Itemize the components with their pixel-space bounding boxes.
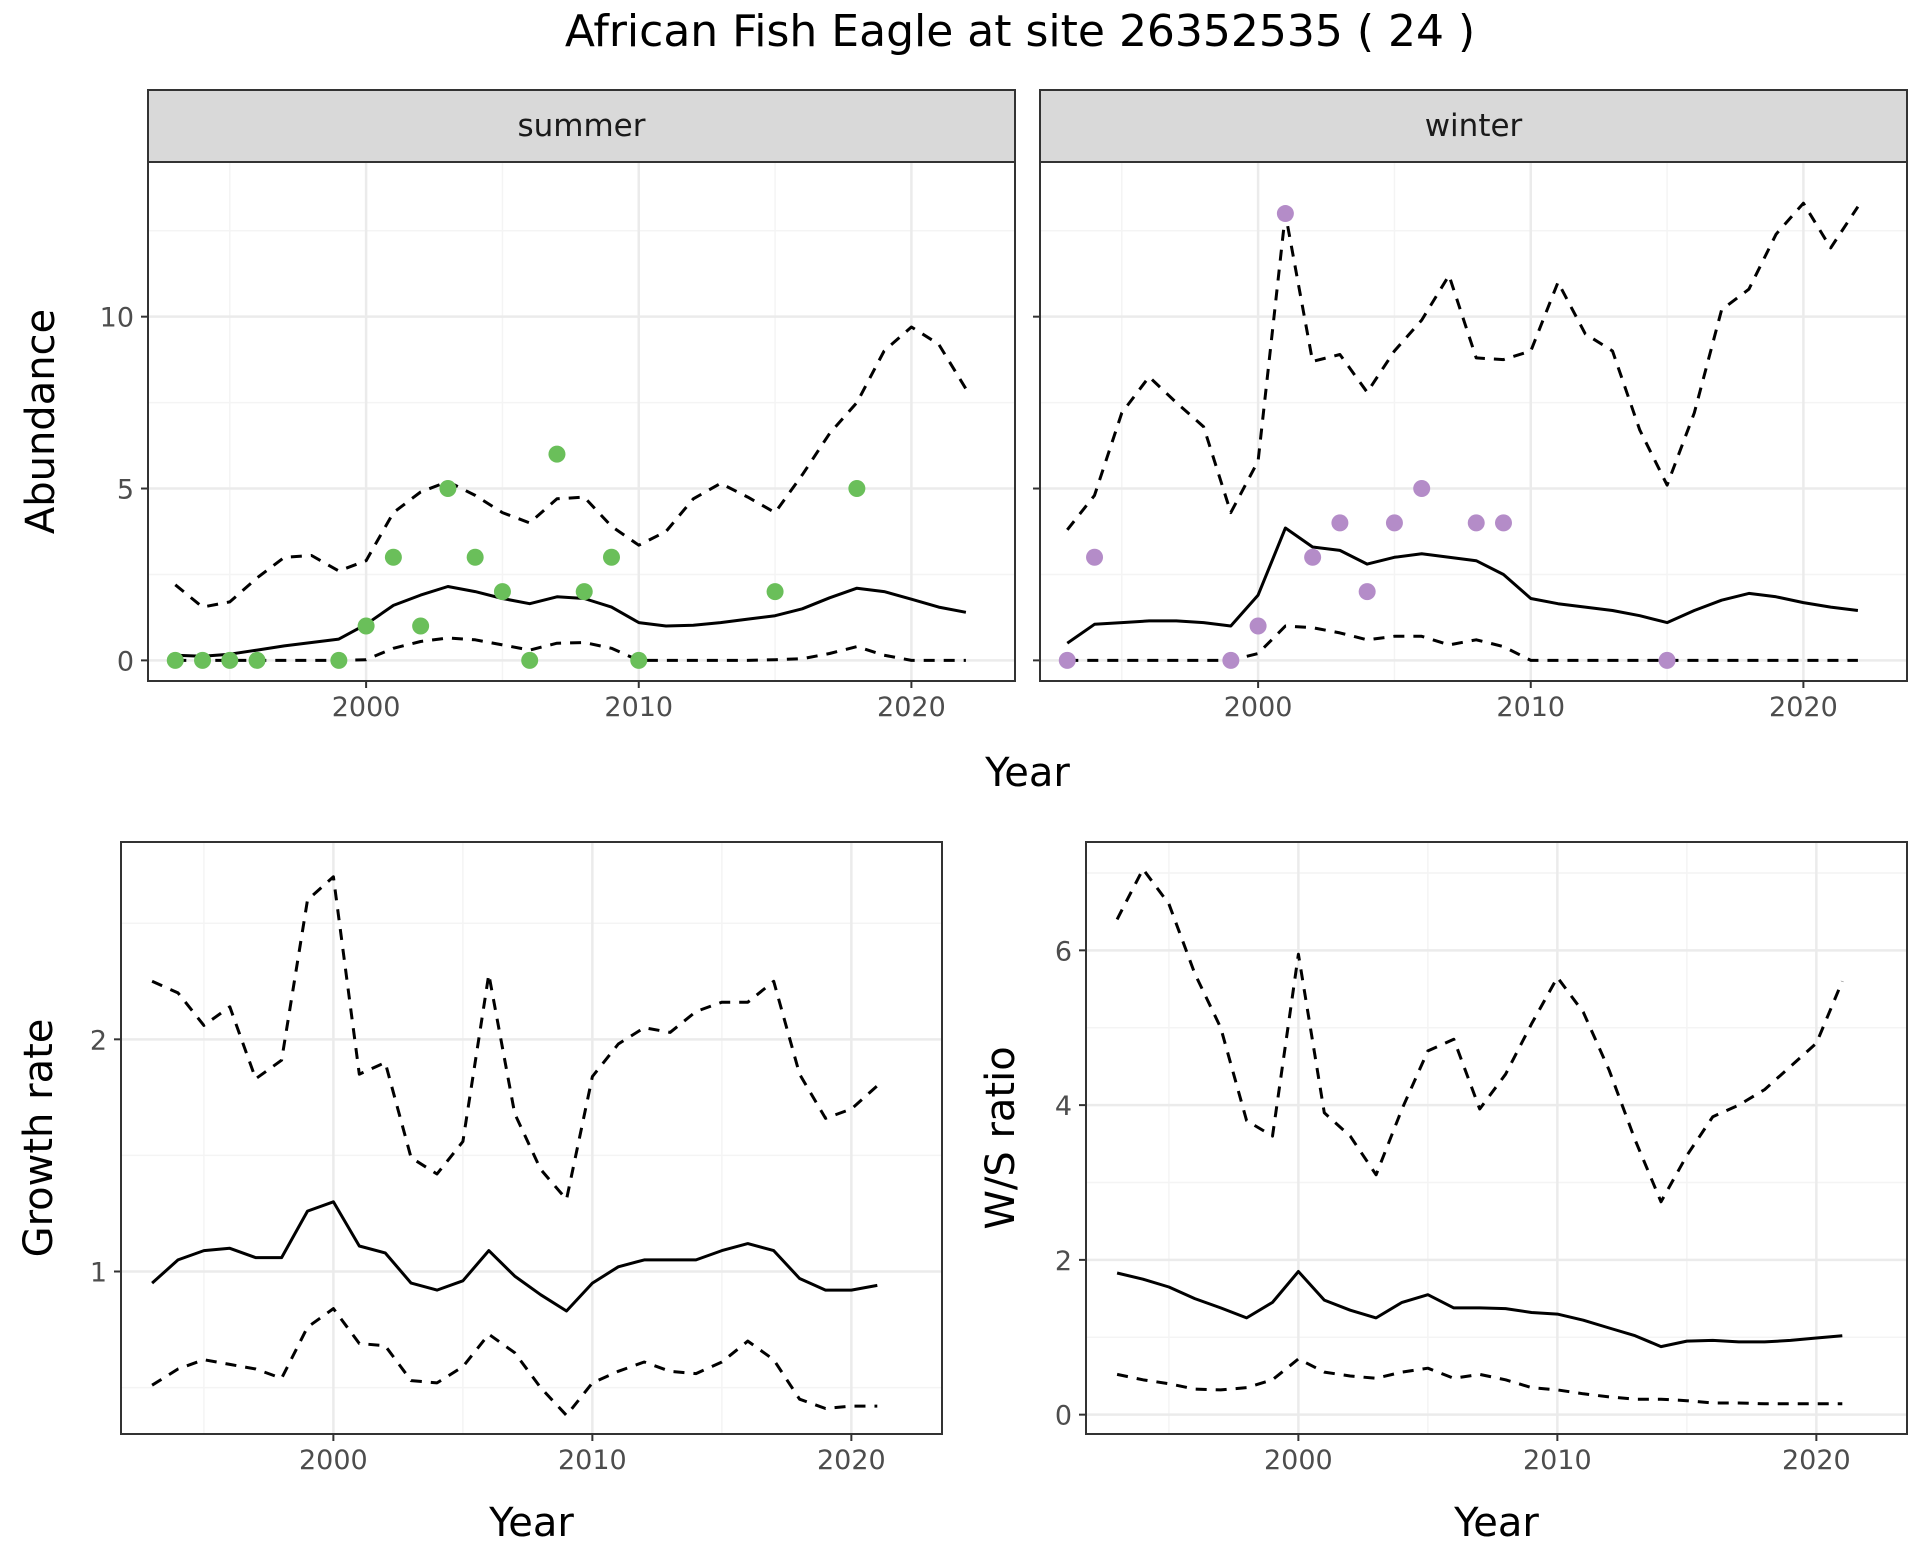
- growth-panel-border: [120, 841, 943, 1435]
- ratio-x-axis-label: Year: [1453, 1500, 1539, 1546]
- abundance-summer-y-tick-label: 10: [100, 303, 134, 334]
- abundance-winter-observed-point: [1058, 651, 1076, 669]
- ratio-x-tick-label: 2020: [1782, 1445, 1851, 1476]
- abundance-winter-x-tick-label: 2020: [1769, 692, 1838, 723]
- growth-mean-line: [151, 1200, 878, 1313]
- abundance-x-axis-label: Year: [984, 750, 1070, 796]
- abundance-summer-y-tick-label: 0: [117, 646, 134, 677]
- ratio-panel-border: [1085, 841, 1908, 1435]
- abundance-winter-panel-background: [1040, 162, 1907, 681]
- abundance-winter-facet-label: winter: [1425, 108, 1523, 144]
- growth-x-tick-label: 2020: [817, 1445, 886, 1476]
- abundance-summer-observed-point: [493, 583, 511, 601]
- abundance-summer-mean-line: [175, 585, 967, 658]
- abundance-winter-observed-point: [1358, 583, 1376, 601]
- abundance-winter-observed-point: [1304, 548, 1322, 566]
- abundance-winter-mean-line: [1066, 526, 1859, 645]
- abundance-summer-observed-point: [384, 548, 402, 566]
- ratio-panel-background: [1086, 842, 1907, 1434]
- abundance-summer-observed-point: [521, 651, 539, 669]
- abundance-summer-observed-point: [330, 651, 348, 669]
- abundance-winter-observed-point: [1385, 514, 1403, 532]
- ratio-y-tick-label: 2: [1055, 1246, 1072, 1277]
- abundance-summer-observed-point: [630, 651, 648, 669]
- abundance-winter-x-tick-label: 2000: [1224, 692, 1293, 723]
- abundance-winter-observed-point: [1276, 205, 1294, 223]
- ratio-y-tick-label: 4: [1055, 1091, 1072, 1122]
- abundance-summer-observed-point: [575, 583, 593, 601]
- growth-y-axis-label: Growth rate: [16, 1019, 62, 1258]
- abundance-summer-x-tick-label: 2020: [877, 692, 946, 723]
- growth-lower-bound-line: [151, 1307, 878, 1417]
- ratio-y-axis-label: W/S ratio: [978, 1046, 1024, 1229]
- abundance-summer-observed-point: [357, 617, 375, 635]
- abundance-winter-observed-point: [1658, 651, 1676, 669]
- abundance-winter-lower-bound-line: [1067, 624, 1858, 662]
- abundance-summer-observed-point: [248, 651, 266, 669]
- abundance-winter-observed-point: [1331, 514, 1349, 532]
- abundance-summer-observed-point: [194, 651, 212, 669]
- abundance-winter-observed-point: [1413, 480, 1431, 498]
- ratio-mean-line: [1116, 1270, 1843, 1349]
- ratio-upper-bound-line: [1115, 867, 1844, 1204]
- growth-y-tick-label: 2: [90, 1025, 107, 1056]
- growth-x-axis-label: Year: [488, 1500, 574, 1546]
- abundance-summer-observed-point: [848, 480, 866, 498]
- abundance-summer-observed-point: [466, 548, 484, 566]
- abundance-summer-observed-point: [412, 617, 430, 635]
- abundance-winter-facet-strip: [1039, 89, 1908, 163]
- abundance-summer-observed-point: [548, 445, 566, 463]
- abundance-summer-observed-point: [221, 651, 239, 669]
- ratio-x-tick-label: 2000: [1264, 1445, 1333, 1476]
- abundance-winter-observed-point: [1086, 548, 1104, 566]
- ratio-y-tick-label: 6: [1055, 936, 1072, 967]
- abundance-summer-observed-point: [439, 480, 457, 498]
- abundance-winter-observed-point: [1222, 651, 1240, 669]
- growth-x-tick-label: 2000: [299, 1445, 368, 1476]
- ratio-y-tick-label: 0: [1055, 1401, 1072, 1432]
- abundance-summer-x-tick-label: 2000: [332, 692, 401, 723]
- abundance-summer-y-tick-label: 5: [117, 475, 134, 506]
- figure-title: African Fish Eagle at site 26352535 ( 24…: [565, 6, 1475, 57]
- abundance-winter-observed-point: [1494, 514, 1512, 532]
- abundance-summer-observed-point: [166, 651, 184, 669]
- abundance-summer-observed-point: [602, 548, 620, 566]
- abundance-summer-panel-background: [148, 162, 1015, 681]
- abundance-winter-observed-point: [1467, 514, 1485, 532]
- abundance-summer-observed-point: [766, 583, 784, 601]
- abundance-summer-x-tick-label: 2010: [604, 692, 673, 723]
- abundance-summer-facet-strip: [147, 89, 1016, 163]
- abundance-y-axis-label: Abundance: [18, 309, 64, 534]
- abundance-summer-lower-bound-line: [175, 636, 966, 662]
- abundance-summer-upper-bound-line: [174, 325, 968, 609]
- abundance-winter-upper-bound-line: [1066, 201, 1860, 531]
- growth-y-tick-label: 1: [90, 1257, 107, 1288]
- ratio-lower-bound-line: [1116, 1357, 1843, 1406]
- abundance-summer-facet-label: summer: [517, 108, 645, 144]
- ratio-x-tick-label: 2010: [1523, 1445, 1592, 1476]
- abundance-winter-x-tick-label: 2010: [1496, 692, 1565, 723]
- growth-x-tick-label: 2010: [558, 1445, 627, 1476]
- abundance-winter-observed-point: [1249, 617, 1267, 635]
- growth-panel-background: [121, 842, 942, 1434]
